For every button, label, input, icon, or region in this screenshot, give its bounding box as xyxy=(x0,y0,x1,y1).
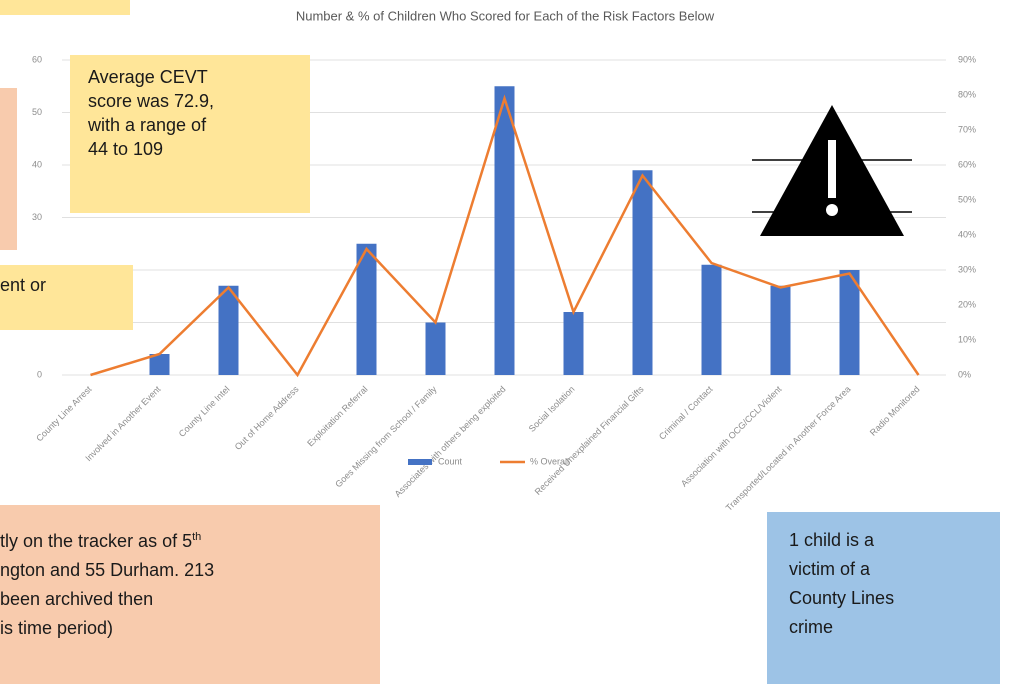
note-text: Average CEVT xyxy=(88,67,208,87)
y2-tick-label: 50% xyxy=(958,194,976,204)
warning-icon xyxy=(752,105,912,236)
note-text: 44 to 109 xyxy=(88,139,164,159)
note-box xyxy=(0,88,17,250)
note-text: ent or xyxy=(0,275,47,295)
line xyxy=(90,94,920,378)
y-tick-label: 60 xyxy=(32,54,42,64)
y-tick-label: 50 xyxy=(32,107,42,117)
y2-tick-label: 0% xyxy=(958,369,971,379)
legend-swatch xyxy=(408,459,432,465)
note-text: been archived then xyxy=(0,589,154,609)
x-tick-label: County Line Intel xyxy=(177,384,232,439)
y-tick-label: 0 xyxy=(37,369,42,379)
legend-label: Count xyxy=(438,456,463,466)
x-tick-label: Received Unexplained Financial Gifts xyxy=(533,384,646,497)
note-box xyxy=(0,0,130,15)
note-text: victim of a xyxy=(789,559,871,579)
note-text: 1 child is a xyxy=(789,530,875,550)
y2-tick-label: 10% xyxy=(958,334,976,344)
x-tick-label: Criminal / Contact xyxy=(657,384,715,442)
x-tick-label: Associates with others being exploited xyxy=(393,384,508,499)
y-tick-label: 40 xyxy=(32,159,42,169)
tracker-note: tly on the tracker as of 5th ngton and 5… xyxy=(0,505,380,684)
note-text: tly on the tracker as of 5th xyxy=(0,523,380,556)
bar xyxy=(149,354,170,375)
x-tick-label: Transported/Located in Another Force Are… xyxy=(724,384,853,513)
bar xyxy=(770,285,791,375)
x-tick-label: Social Isolation xyxy=(527,384,577,434)
bar xyxy=(839,270,860,375)
note-text: score was 72.9, xyxy=(88,91,215,111)
y2-tick-label: 20% xyxy=(958,299,976,309)
chart-title: Number & % of Children Who Scored for Ea… xyxy=(296,8,715,23)
x-tick-label: County Line Arrest xyxy=(34,384,94,444)
note-text: crime xyxy=(789,617,833,637)
x-tick-label: Radio Monitored xyxy=(868,384,922,438)
x-tick-label: Out of Home Address xyxy=(233,384,301,452)
y2-tick-label: 30% xyxy=(958,264,976,274)
legend-label: % Overall xyxy=(530,456,569,466)
note-superscript: th xyxy=(192,531,202,543)
left-note: ent or xyxy=(0,265,133,330)
bar xyxy=(425,322,446,375)
victim-note: 1 child is a victim of a County Lines cr… xyxy=(767,512,1000,684)
cevt-note: Average CEVT score was 72.9, with a rang… xyxy=(70,55,310,213)
note-text: is time period) xyxy=(0,618,114,638)
bar xyxy=(356,243,377,375)
x-tick-label: Involved in Another Event xyxy=(83,384,163,464)
note-text: County Lines xyxy=(789,588,895,608)
y2-tick-label: 70% xyxy=(958,124,976,134)
note-text: tly on the tracker as of 5 xyxy=(0,531,193,551)
bar xyxy=(701,264,722,375)
y2-tick-label: 90% xyxy=(958,54,976,64)
bar xyxy=(494,86,515,375)
y2-tick-label: 40% xyxy=(958,229,976,239)
bar xyxy=(632,170,653,375)
bar xyxy=(563,312,584,375)
y-tick-label: 30 xyxy=(32,212,42,222)
bar xyxy=(218,285,239,375)
note-text: with a range of xyxy=(88,115,207,135)
y2-tick-label: 80% xyxy=(958,89,976,99)
y2-tick-label: 60% xyxy=(958,159,976,169)
x-tick-label: Exploitation Referral xyxy=(305,384,369,448)
note-text: ngton and 55 Durham. 213 xyxy=(0,560,215,580)
